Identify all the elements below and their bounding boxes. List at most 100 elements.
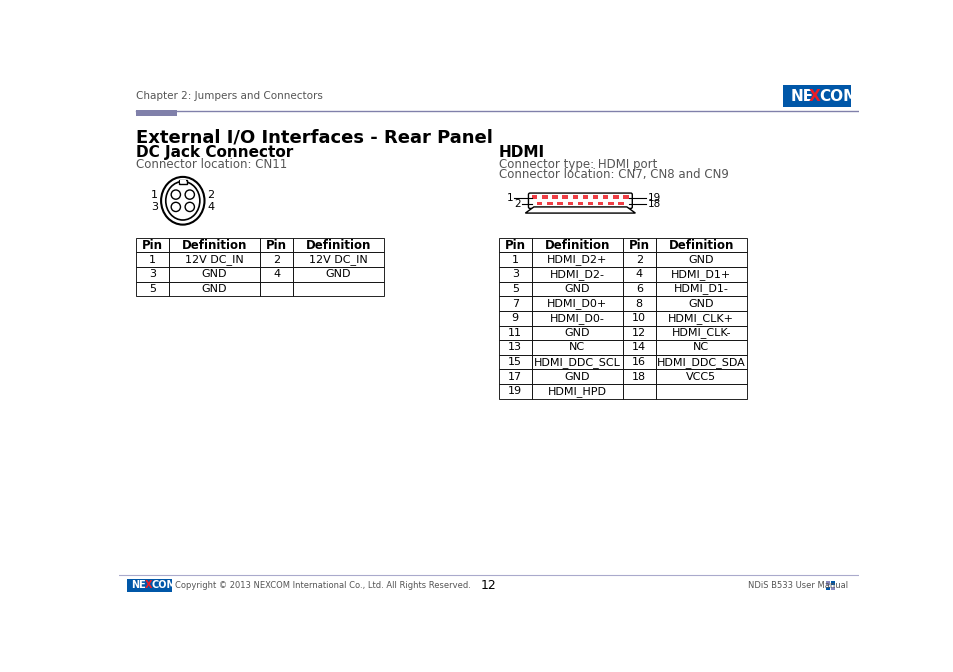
Bar: [179, 180, 187, 184]
Bar: [622, 282, 655, 296]
Text: 16: 16: [632, 357, 645, 367]
Bar: [169, 253, 260, 267]
Text: HDMI_D1+: HDMI_D1+: [671, 269, 731, 280]
Bar: [498, 296, 531, 311]
Bar: [179, 180, 186, 183]
Text: 1: 1: [151, 190, 158, 200]
Bar: [547, 202, 552, 206]
Text: Definition: Definition: [668, 239, 733, 251]
Text: GND: GND: [564, 284, 589, 294]
Bar: [531, 253, 622, 267]
Text: Definition: Definition: [306, 239, 371, 251]
Text: 3: 3: [511, 269, 518, 280]
Text: 12: 12: [480, 579, 497, 592]
Bar: [598, 202, 603, 206]
Bar: [831, 581, 835, 585]
Bar: [602, 196, 608, 199]
Bar: [169, 238, 260, 253]
Bar: [655, 370, 746, 384]
Bar: [622, 311, 655, 325]
Text: HDMI_D1-: HDMI_D1-: [673, 284, 728, 294]
Bar: [498, 370, 531, 384]
Text: GND: GND: [564, 372, 589, 382]
Text: 18: 18: [647, 199, 660, 209]
Text: GND: GND: [564, 328, 589, 338]
Text: Pin: Pin: [266, 239, 287, 251]
Text: 4: 4: [273, 269, 280, 280]
Bar: [655, 355, 746, 370]
Text: 12V DC_IN: 12V DC_IN: [309, 254, 368, 265]
Text: Connector location: CN11: Connector location: CN11: [136, 158, 287, 171]
Text: HDMI_D0+: HDMI_D0+: [547, 298, 607, 309]
Bar: [260, 253, 293, 267]
FancyBboxPatch shape: [528, 193, 632, 208]
Bar: [831, 587, 835, 591]
Bar: [531, 370, 622, 384]
Text: COM: COM: [152, 581, 176, 591]
Bar: [825, 587, 829, 591]
Text: HDMI_DDC_SDA: HDMI_DDC_SDA: [657, 357, 745, 368]
Text: Pin: Pin: [628, 239, 649, 251]
Bar: [498, 384, 531, 398]
Bar: [622, 196, 628, 199]
Text: X: X: [808, 89, 820, 103]
Text: NE: NE: [131, 581, 146, 591]
Text: 4: 4: [635, 269, 642, 280]
Bar: [622, 370, 655, 384]
Text: 17: 17: [508, 372, 522, 382]
Text: NC: NC: [693, 343, 709, 352]
Bar: [825, 581, 829, 585]
Text: 12V DC_IN: 12V DC_IN: [185, 254, 244, 265]
Bar: [592, 196, 598, 199]
Circle shape: [171, 190, 180, 199]
Bar: [655, 238, 746, 253]
Text: 14: 14: [632, 343, 646, 352]
Text: NC: NC: [569, 343, 585, 352]
Bar: [498, 355, 531, 370]
Bar: [562, 196, 567, 199]
Text: HDMI: HDMI: [498, 145, 544, 161]
Bar: [136, 267, 169, 282]
Bar: [613, 196, 618, 199]
Text: 1: 1: [149, 255, 156, 265]
Bar: [260, 282, 293, 296]
Bar: [572, 196, 578, 199]
Bar: [622, 325, 655, 340]
Bar: [541, 196, 547, 199]
Text: 8: 8: [635, 298, 642, 308]
Text: Connector type: HDMI port: Connector type: HDMI port: [498, 158, 657, 171]
Bar: [567, 202, 573, 206]
Bar: [498, 311, 531, 325]
Circle shape: [185, 202, 194, 212]
Bar: [618, 202, 623, 206]
Text: 5: 5: [511, 284, 518, 294]
Bar: [531, 267, 622, 282]
Text: GND: GND: [202, 284, 227, 294]
Text: HDMI_CLK+: HDMI_CLK+: [667, 312, 734, 324]
Bar: [532, 196, 537, 199]
Bar: [552, 196, 558, 199]
Bar: [498, 340, 531, 355]
Text: 7: 7: [511, 298, 518, 308]
Text: Chapter 2: Jumpers and Connectors: Chapter 2: Jumpers and Connectors: [136, 91, 323, 101]
Text: Definition: Definition: [182, 239, 247, 251]
Bar: [136, 253, 169, 267]
Bar: [531, 296, 622, 311]
Text: 15: 15: [508, 357, 521, 367]
Bar: [498, 267, 531, 282]
Bar: [531, 238, 622, 253]
Bar: [531, 384, 622, 398]
Text: 19: 19: [647, 193, 660, 203]
Text: DC Jack Connector: DC Jack Connector: [136, 145, 294, 161]
Bar: [655, 282, 746, 296]
Bar: [169, 267, 260, 282]
Text: Pin: Pin: [142, 239, 163, 251]
Bar: [498, 238, 531, 253]
Text: 18: 18: [632, 372, 646, 382]
Bar: [136, 238, 169, 253]
Text: HDMI_HPD: HDMI_HPD: [547, 386, 606, 396]
Circle shape: [185, 190, 194, 199]
Text: Copyright © 2013 NEXCOM International Co., Ltd. All Rights Reserved.: Copyright © 2013 NEXCOM International Co…: [174, 581, 471, 590]
Text: NDiS B533 User Manual: NDiS B533 User Manual: [747, 581, 847, 590]
Bar: [655, 325, 746, 340]
